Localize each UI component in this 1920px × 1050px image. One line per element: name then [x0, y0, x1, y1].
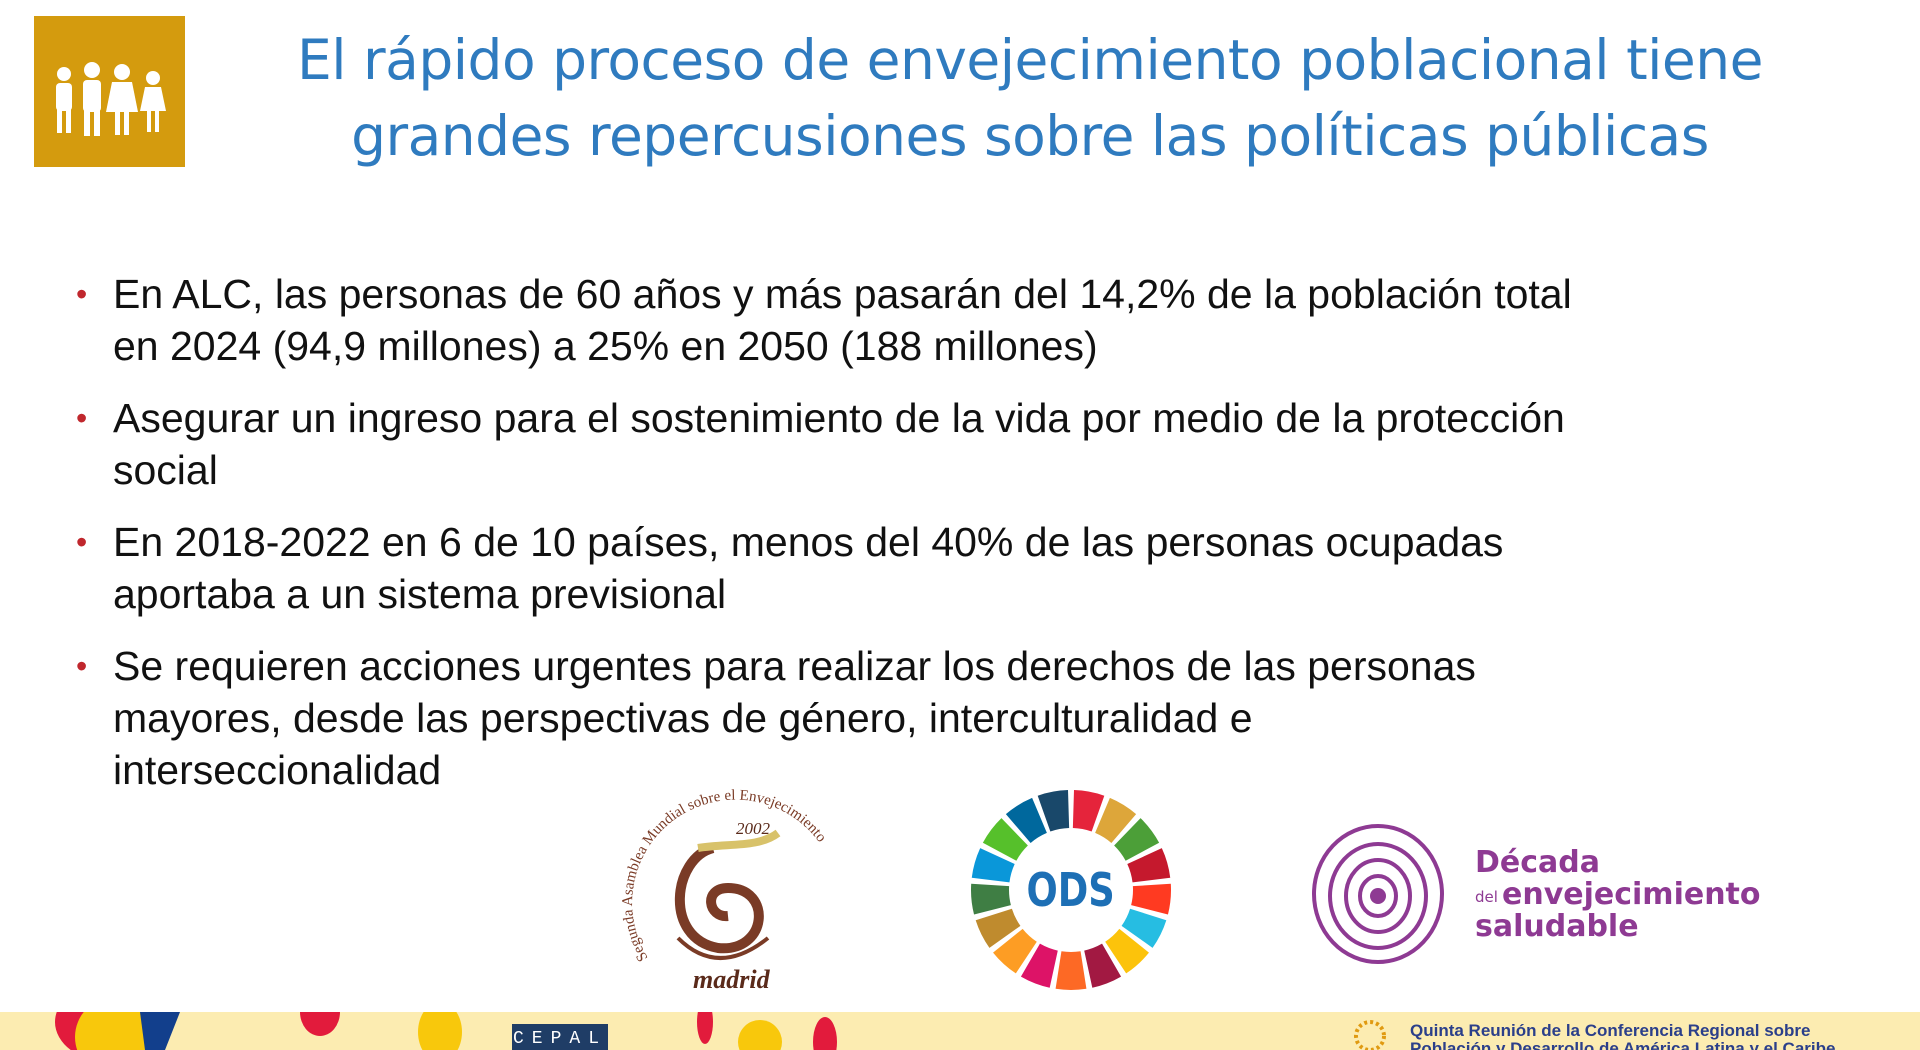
madrid-assembly-logo: Segunda Asamblea Mundial sobre el Enveje…: [620, 788, 829, 993]
bullet-text: mayores, desde las perspectivas de géner…: [113, 695, 1253, 741]
ods-segment: [971, 848, 1015, 883]
decorative-shapes: [55, 1012, 837, 1050]
svg-text:Segunda Asamblea Mundial sobre: Segunda Asamblea Mundial sobre el Enveje…: [620, 788, 829, 964]
list-item: • Se requieren acciones urgentes para rea…: [76, 640, 1876, 796]
title-line: grandes repercusiones sobre las política…: [351, 104, 1709, 168]
bullet-text: En ALC, las personas de 60 años y más pa…: [113, 271, 1572, 317]
ods-label: ODS: [1026, 863, 1114, 917]
ods-segment: [982, 818, 1028, 861]
ods-segment: [1131, 883, 1171, 915]
conference-name: Quinta Reunión de la Conferencia Regiona…: [1410, 1022, 1835, 1050]
conference-line: Población y Desarrollo de América Latina…: [1410, 1039, 1836, 1050]
list-item: • En 2018-2022 en 6 de 10 países, menos d…: [76, 516, 1876, 620]
conference-line: Quinta Reunión de la Conferencia Regiona…: [1410, 1021, 1811, 1040]
ods-segment: [1095, 797, 1137, 843]
decada-line: envejecimiento: [1502, 877, 1761, 912]
ods-segment: [1114, 818, 1160, 861]
list-item: • En ALC, las personas de 60 años y más p…: [76, 268, 1876, 372]
ods-segment: [1084, 943, 1122, 988]
page-title: El rápido proceso de envejecimiento pobl…: [200, 22, 1860, 174]
ods-segment: [1127, 848, 1171, 883]
logo-city: madrid: [693, 965, 771, 993]
list-item: • Asegurar un ingreso para el sostenimien…: [76, 392, 1876, 496]
bullet-text: En 2018-2022 en 6 de 10 países, menos de…: [113, 519, 1504, 565]
ods-segment: [1121, 908, 1167, 948]
cepal-logo: CEPAL: [512, 1024, 608, 1050]
bullet-icon: •: [76, 524, 88, 560]
footer-banner: CEPAL Quinta Reunión de la Conferencia R…: [0, 1012, 1920, 1050]
ods-segment: [1055, 951, 1087, 990]
ods-segment: [975, 908, 1021, 948]
ods-segment: [1072, 790, 1105, 832]
decada-envejecimiento-logo: Década del envejecimiento saludable: [1312, 824, 1761, 964]
family-people-icon: [34, 16, 185, 167]
decada-line: saludable: [1475, 909, 1639, 944]
bullet-text: Asegurar un ingreso para el sostenimient…: [113, 395, 1565, 441]
title-line: El rápido proceso de envejecimiento pobl…: [297, 28, 1763, 92]
ods-segment: [1005, 797, 1047, 843]
logo-arc-text: Segunda Asamblea Mundial sobre el Enveje…: [620, 788, 829, 964]
ods-segment: [971, 883, 1011, 915]
logo-year: 2002: [736, 819, 771, 838]
ods-wheel-logo: ODS: [971, 790, 1171, 990]
bullet-text: aportaba a un sistema previsional: [113, 571, 727, 617]
bullet-text: social: [113, 447, 218, 493]
bullet-list: • En ALC, las personas de 60 años y más p…: [76, 268, 1876, 816]
bullet-text: Se requieren acciones urgentes para real…: [113, 643, 1476, 689]
decada-line: Década: [1475, 845, 1600, 880]
conference-logo-icon: [1354, 1020, 1386, 1050]
ods-segment: [1037, 790, 1070, 832]
bullet-icon: •: [76, 276, 88, 312]
decada-small: del: [1475, 888, 1498, 906]
ods-segment: [993, 928, 1037, 974]
bullet-text: interseccionalidad: [113, 747, 442, 793]
bullet-icon: •: [76, 400, 88, 436]
bullet-icon: •: [76, 648, 88, 684]
ods-segment: [1105, 928, 1149, 974]
ods-segment: [1020, 943, 1058, 988]
bullet-text: en 2024 (94,9 millones) a 25% en 2050 (1…: [113, 323, 1098, 369]
